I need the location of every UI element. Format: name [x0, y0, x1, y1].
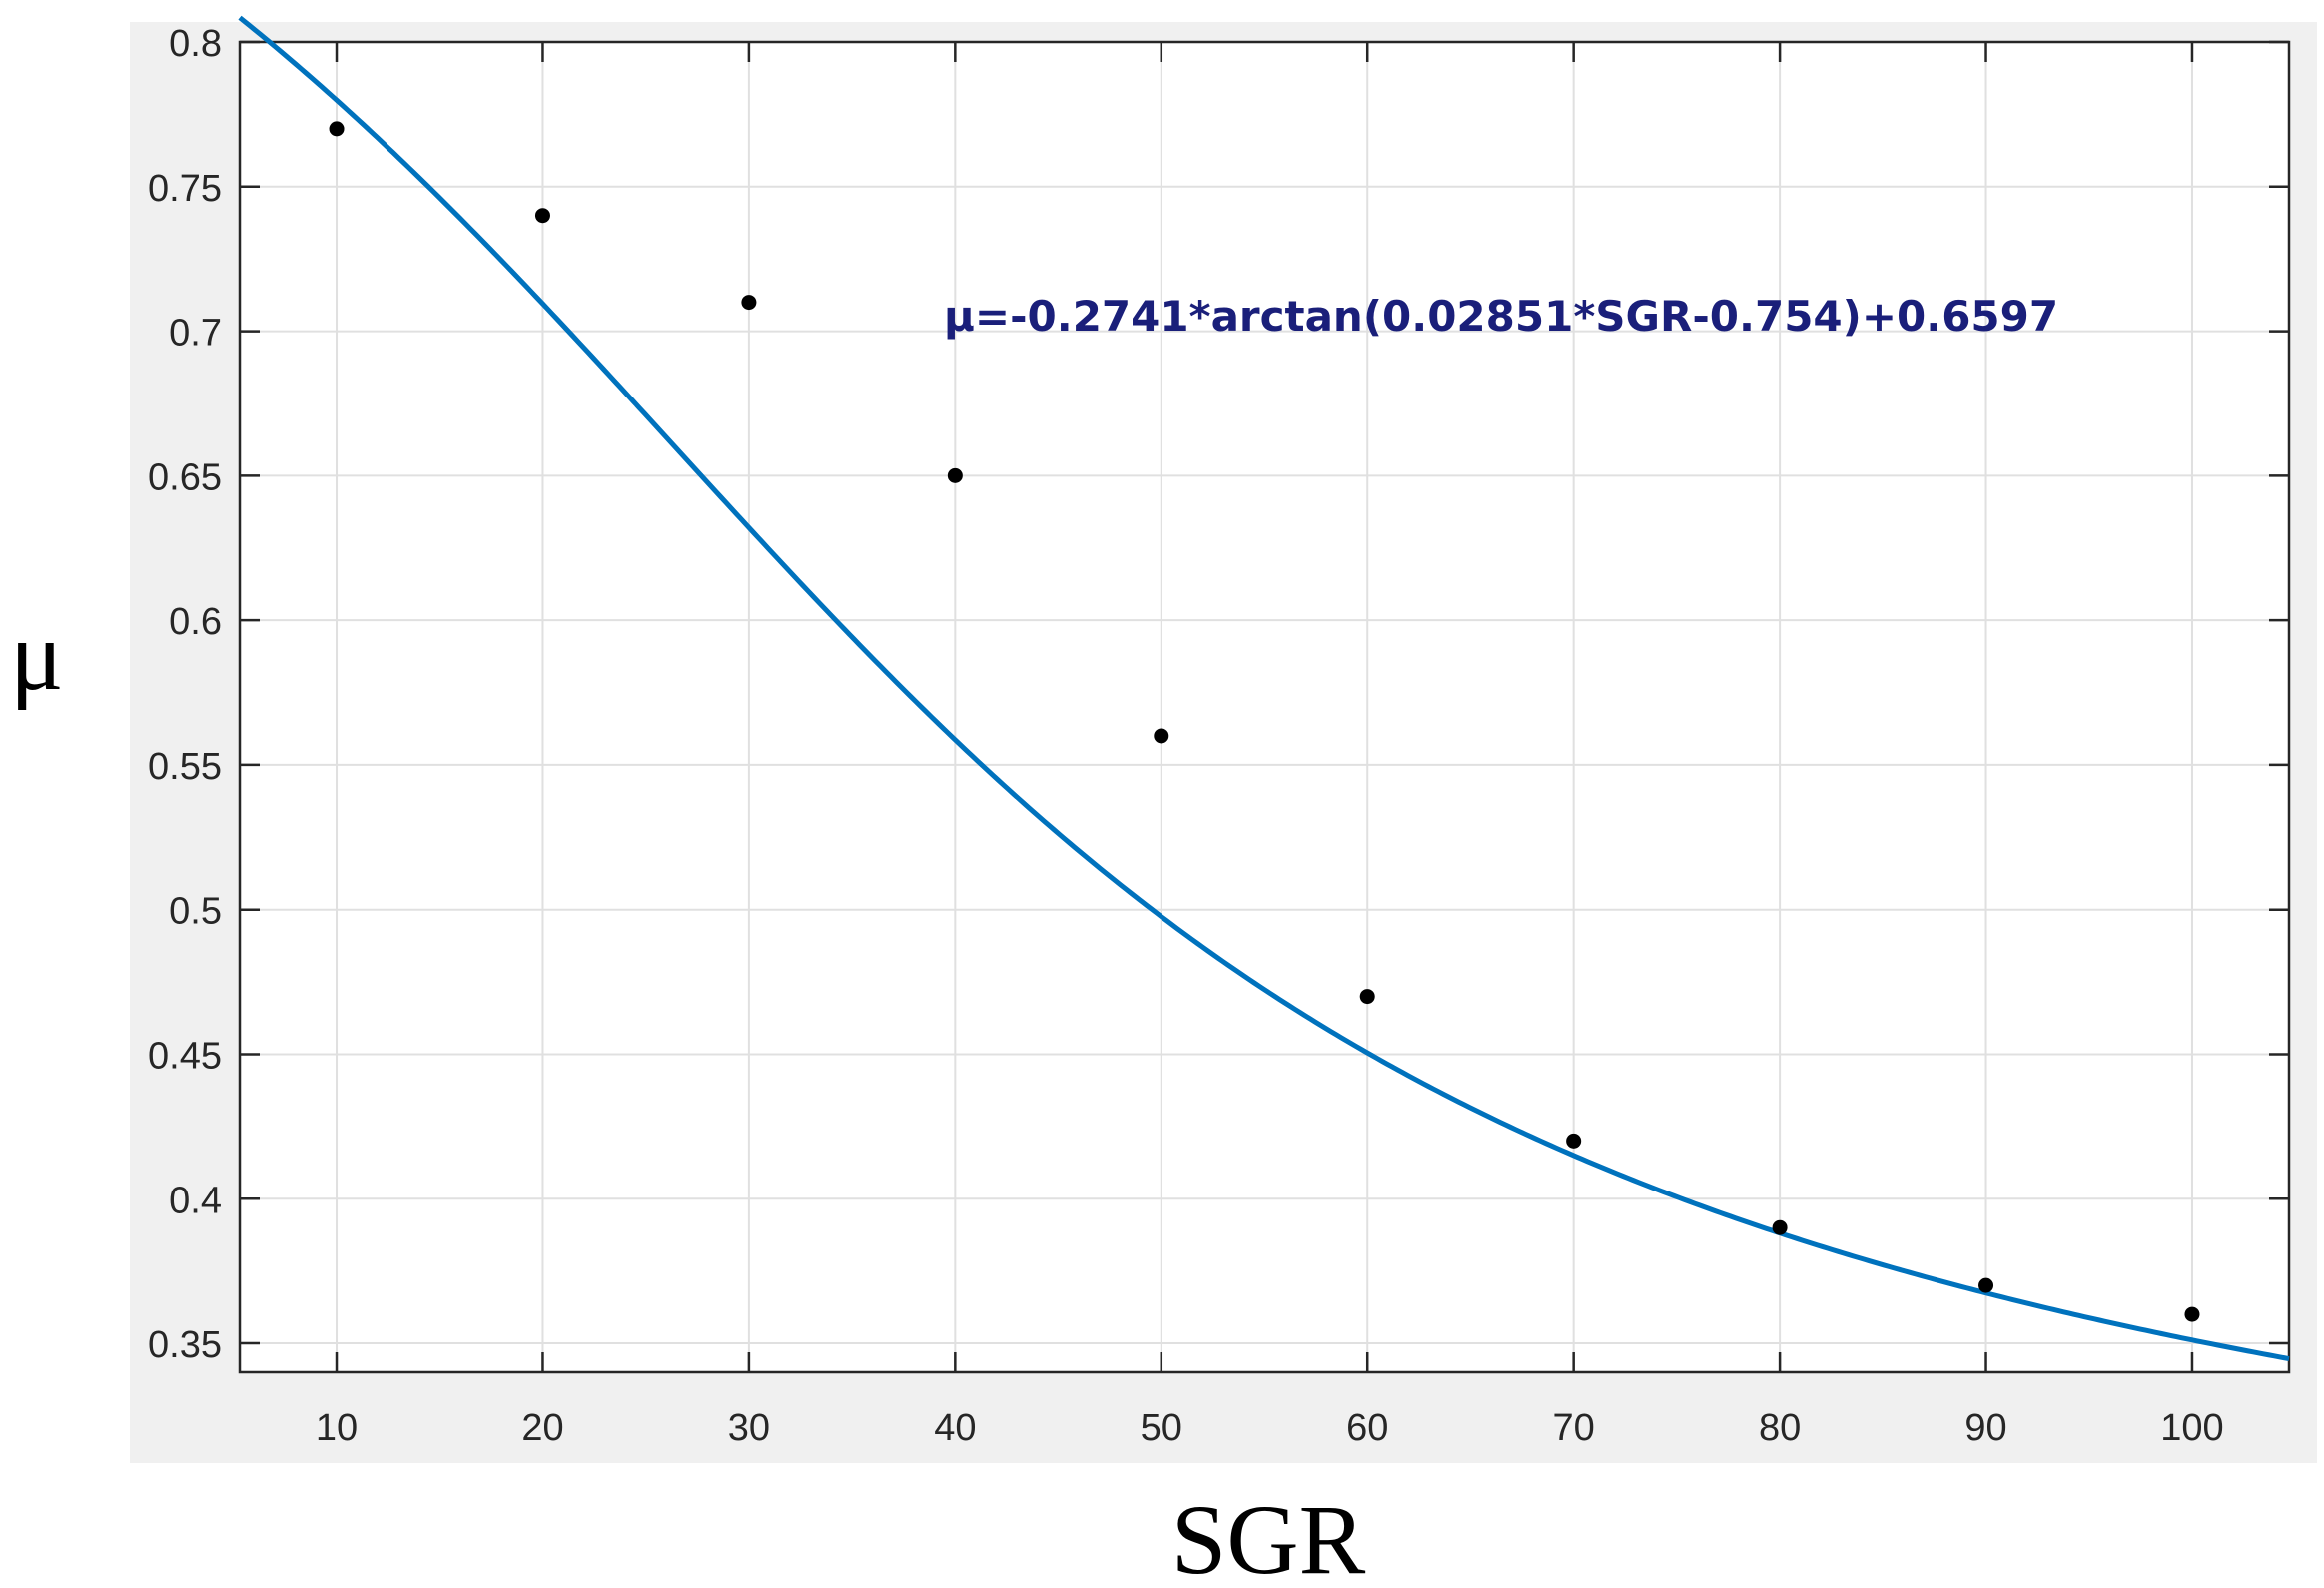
ticks [240, 40, 2289, 1372]
y-tick-label: 0.45 [148, 1035, 222, 1077]
data-point [329, 121, 345, 137]
x-tick-label: 40 [934, 1407, 976, 1449]
y-axis-label: μ [10, 600, 64, 711]
y-tick-label: 0.8 [169, 23, 222, 65]
data-point [1154, 728, 1169, 744]
y-tick-label: 0.5 [169, 891, 222, 933]
x-tick-label: 90 [1964, 1407, 2006, 1449]
data-point [534, 208, 550, 224]
y-tick-label: 0.4 [169, 1180, 222, 1221]
y-tick-labels: 0.35 0.4 0.45 0.5 0.55 0.6 0.65 0.7 0.75 0.8 [148, 23, 222, 1366]
x-tick-label: 30 [728, 1407, 770, 1449]
data-point [1772, 1219, 1788, 1235]
y-tick-label: 0.65 [148, 456, 222, 498]
y-tick-label: 0.55 [148, 746, 222, 788]
x-tick-label: 50 [1141, 1407, 1182, 1449]
plot-area [240, 42, 2289, 1372]
data-point [947, 467, 963, 483]
x-tick-labels: 10 20 30 40 50 60 70 80 90 100 [316, 1407, 2224, 1449]
data-point [1359, 989, 1375, 1005]
x-tick-label: 80 [1759, 1407, 1801, 1449]
x-tick-label: 10 [316, 1407, 358, 1449]
y-tick-label: 0.7 [169, 313, 222, 355]
data-points [329, 121, 2200, 1322]
data-point [1978, 1277, 1994, 1293]
y-tick-label: 0.75 [148, 168, 222, 210]
x-tick-label: 20 [521, 1407, 563, 1449]
equation-annotation: μ=-0.2741*arctan(0.02851*SGR-0.754)+0.65… [944, 292, 2058, 341]
data-point [2184, 1306, 2200, 1322]
data-point [741, 295, 757, 311]
x-tick-label: 60 [1346, 1407, 1388, 1449]
fit-curve [238, 15, 2290, 1362]
data-point [1566, 1133, 1582, 1149]
y-tick-label: 0.6 [169, 601, 222, 643]
x-axis-label: SGR [1171, 1484, 1366, 1588]
x-tick-label: 70 [1553, 1407, 1595, 1449]
plot-frame [238, 40, 2291, 1374]
x-tick-label: 100 [2160, 1407, 2223, 1449]
y-tick-label: 0.35 [148, 1324, 222, 1366]
